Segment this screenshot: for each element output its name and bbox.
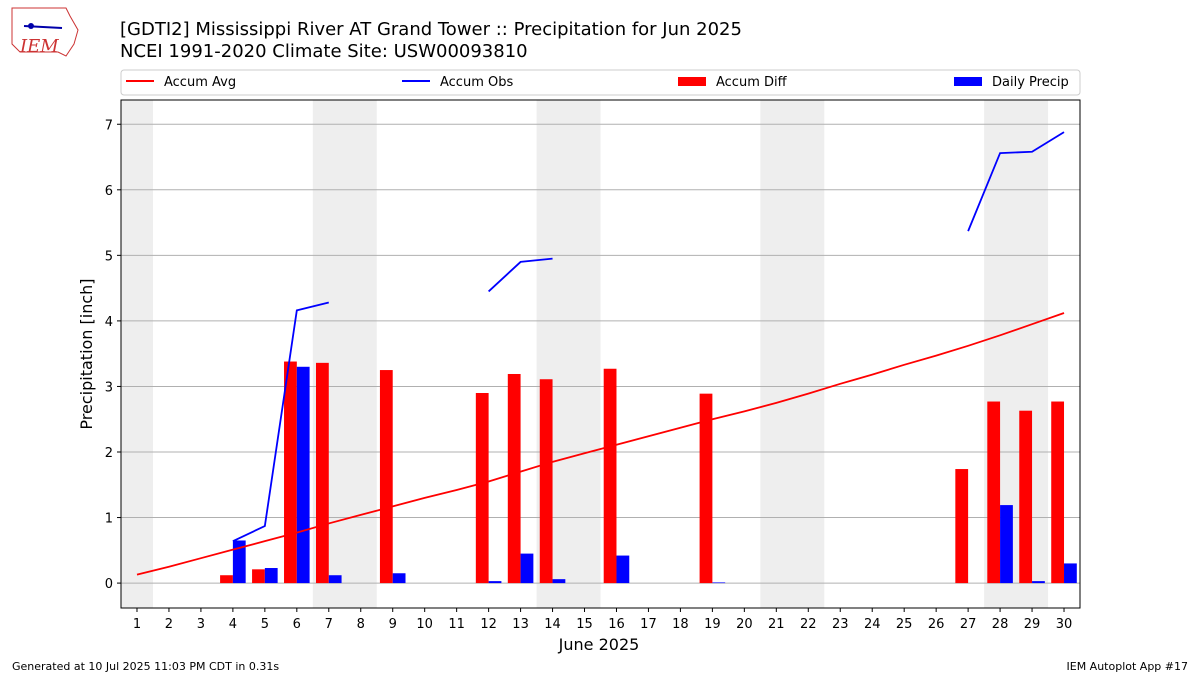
x-tick-label: 5 [261,617,269,632]
chart-subtitle: NCEI 1991-2020 Climate Site: USW00093810 [120,41,528,62]
bar [328,575,342,584]
x-tick-label: 15 [576,617,593,632]
bar [603,368,617,584]
bar [520,553,534,584]
x-tick-label: 8 [357,617,365,632]
x-tick-label: 26 [928,617,945,632]
bar [475,393,489,584]
bar [1000,505,1013,584]
bar [1032,581,1045,584]
footer-left: Generated at 10 Jul 2025 11:03 PM CDT in… [12,660,279,673]
x-tick-label: 24 [864,617,881,632]
bar [379,370,393,584]
bar [712,582,726,584]
y-tick-label: 1 [105,512,113,527]
x-tick-label: 3 [197,617,205,632]
x-tick-label: 23 [832,617,849,632]
bar [488,581,502,584]
bar [284,361,297,584]
x-tick-label: 16 [608,617,625,632]
bar [1064,563,1077,584]
bar [232,540,246,584]
weekend-band [121,100,153,608]
x-axis-label: June 2025 [558,635,640,654]
legend-label: Accum Avg [164,75,236,90]
bar [987,401,1001,584]
x-tick-label: 6 [293,617,301,632]
plot-frame [120,99,1081,609]
x-tick-label: 21 [768,617,785,632]
legend-label: Accum Obs [440,75,513,90]
bar [315,362,329,584]
y-tick-label: 6 [105,184,113,199]
bar [552,579,566,584]
bar [392,573,406,584]
legend-label: Accum Diff [716,75,788,90]
x-tick-label: 11 [448,617,465,632]
legend-label: Daily Precip [992,75,1069,90]
bar [1051,401,1065,584]
x-tick-label: 7 [325,617,333,632]
bar [296,366,310,584]
x-tick-label: 22 [800,617,817,632]
bar [507,373,521,584]
x-tick-label: 30 [1056,617,1073,632]
footer-right: IEM Autoplot App #17 [1067,660,1189,673]
x-tick-label: 4 [229,617,237,632]
y-tick-label: 5 [105,249,113,264]
logo-text: IEM [19,36,59,57]
y-tick-label: 4 [105,315,113,330]
y-tick-label: 7 [105,118,113,133]
legend-swatch [678,77,706,86]
bar [220,575,233,584]
y-tick-label: 3 [105,380,113,395]
x-tick-label: 25 [896,617,913,632]
bar [264,568,278,584]
bar [955,469,969,584]
x-tick-label: 12 [480,617,497,632]
legend [120,69,1081,96]
x-tick-label: 27 [960,617,977,632]
x-tick-label: 17 [640,617,657,632]
x-tick-label: 1 [133,617,141,632]
line [232,131,1065,542]
x-tick-label: 10 [416,617,433,632]
legend-swatch [954,77,982,86]
line [136,312,1065,576]
x-tick-label: 28 [992,617,1009,632]
x-tick-label: 9 [389,617,397,632]
bar [616,555,630,584]
x-tick-label: 13 [512,617,529,632]
bar [252,569,265,584]
x-tick-label: 2 [165,617,173,632]
bar [539,379,553,584]
bar [699,393,713,584]
weekend-band [760,100,825,608]
y-tick-label: 2 [105,446,113,461]
x-tick-label: 14 [544,617,561,632]
bar [1019,410,1033,584]
x-tick-label: 29 [1024,617,1041,632]
chart-title: [GDTI2] Mississippi River AT Grand Tower… [120,19,742,40]
x-tick-label: 18 [672,617,689,632]
y-axis-label: Precipitation [inch] [77,278,96,429]
logo: IEM [11,7,79,57]
x-tick-label: 20 [736,617,753,632]
x-tick-label: 19 [704,617,721,632]
y-tick-label: 0 [105,577,113,592]
